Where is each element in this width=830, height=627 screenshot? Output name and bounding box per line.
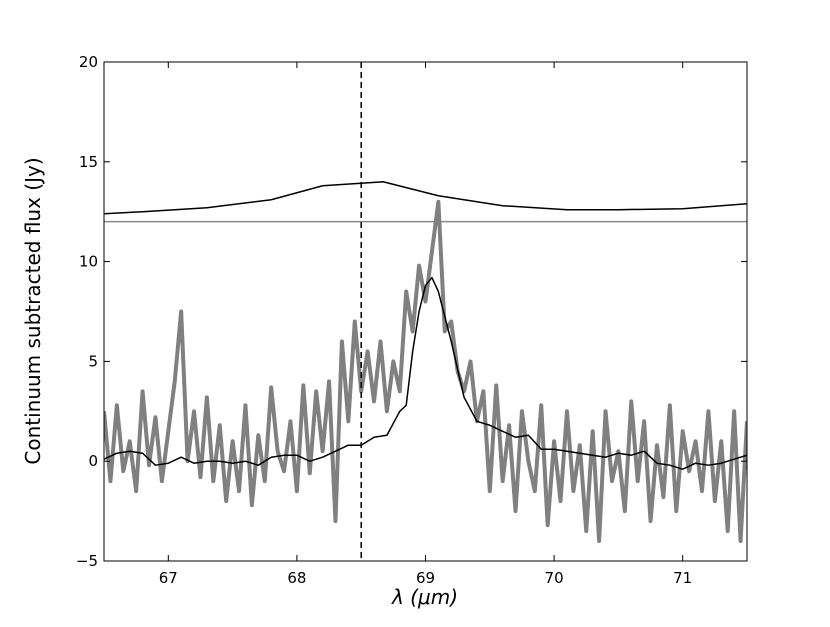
x-axis-label: λ (μm) (391, 585, 458, 609)
y-tick-label: 10 (79, 253, 98, 271)
series-line (104, 181, 747, 215)
series-line (104, 276, 747, 470)
x-tick-label: 69 (416, 569, 435, 587)
y-tick-label: 15 (79, 153, 98, 171)
y-tick-label: −5 (76, 552, 98, 570)
y-tick-label: 5 (88, 352, 98, 370)
series-line (104, 199, 747, 544)
plot-frame (103, 61, 748, 562)
x-tick-label: 68 (287, 569, 306, 587)
y-tick-label: 20 (79, 53, 98, 71)
x-tick-label: 71 (673, 569, 692, 587)
y-tick-label: 0 (88, 452, 98, 470)
x-tick-label: 70 (545, 569, 564, 587)
x-tick-label: 67 (159, 569, 178, 587)
y-axis-label: Continuum subtracted flux (Jy) (21, 157, 45, 464)
